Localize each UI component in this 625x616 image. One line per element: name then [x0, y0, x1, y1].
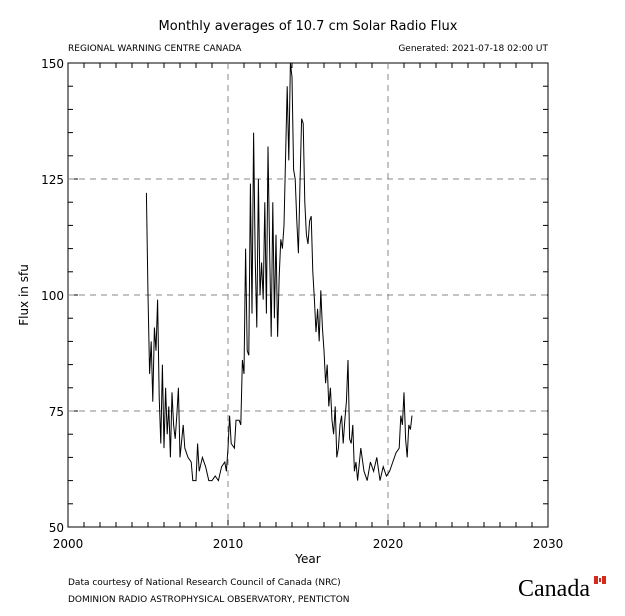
y-tick-label: 75: [49, 405, 64, 419]
logo-flag: [594, 576, 606, 584]
y-axis-label: Flux in sfu: [17, 264, 31, 326]
y-tick-label: 125: [41, 173, 64, 187]
chart-title: Monthly averages of 10.7 cm Solar Radio …: [159, 19, 458, 34]
x-tick-label: 2000: [53, 537, 84, 551]
y-tick-label: 50: [49, 521, 64, 535]
subtitle-right: Generated: 2021-07-18 02:00 UT: [398, 44, 548, 54]
y-tick-label: 100: [41, 289, 64, 303]
x-axis-label: Year: [294, 552, 320, 566]
x-tick-label: 2030: [533, 537, 564, 551]
x-tick-label: 2010: [213, 537, 244, 551]
subtitle-left: REGIONAL WARNING CENTRE CANADA: [68, 44, 242, 54]
footer-line: Data courtesy of National Research Counc…: [68, 578, 341, 588]
y-tick-label: 150: [41, 57, 64, 71]
logo-text: Canada: [518, 576, 590, 602]
footer-line: DOMINION RADIO ASTROPHYSICAL OBSERVATORY…: [68, 595, 350, 605]
flux-line: [145, 62, 413, 482]
x-tick-label: 2020: [373, 537, 404, 551]
